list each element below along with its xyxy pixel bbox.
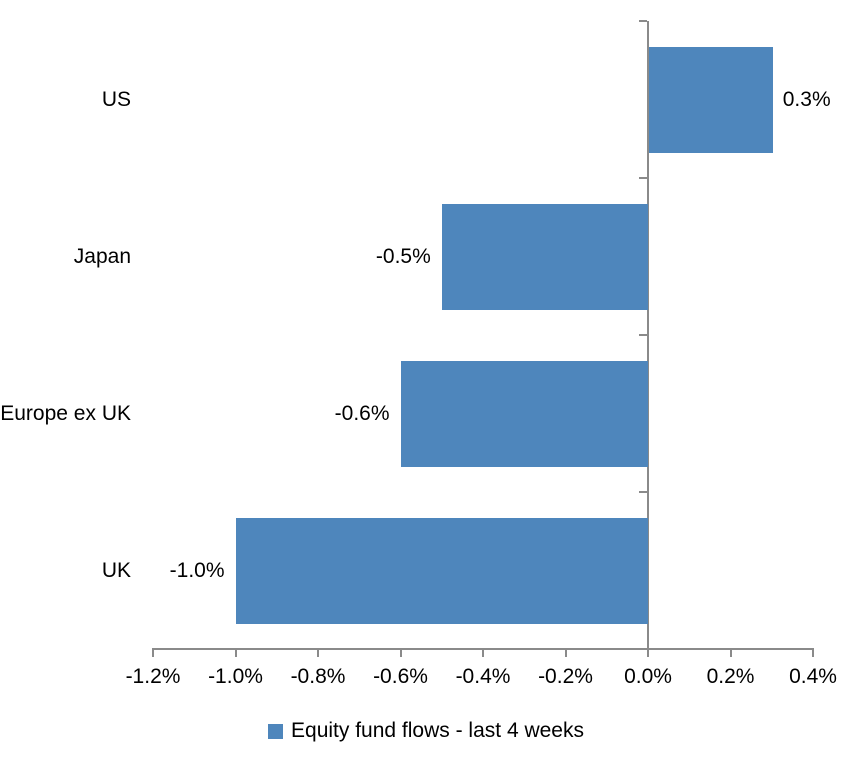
x-axis-tick [564,649,567,657]
bar [649,46,773,153]
x-axis-tick-label: -0.8% [290,665,346,688]
x-axis-tick [647,649,649,657]
legend-label: Equity fund flows - last 4 weeks [291,719,584,742]
x-axis-tick-label: 0.0% [624,665,672,688]
x-axis-tick-label: -0.4% [455,665,511,688]
category-label: Japan [73,244,131,268]
legend-swatch-icon [268,723,284,739]
x-axis-tick [317,649,319,657]
zero-axis-line [647,21,649,657]
x-axis-tick-label: -1.0% [208,665,263,688]
category-label: US [101,87,131,111]
x-axis-tick-label: -0.6% [373,665,428,688]
category-axis-tick [639,334,647,336]
bar [441,203,648,310]
x-axis-tick [729,649,732,657]
bar-data-label: -1.0% [169,558,225,582]
category-label: Europe ex UK [0,401,131,425]
category-axis-tick [639,20,647,22]
bar [400,360,648,467]
bar-data-label: -0.5% [375,244,431,268]
bar [235,517,648,624]
x-axis-tick-label: -1.2% [125,665,181,688]
category-axis-tick [639,491,647,493]
x-axis-tick [399,649,402,657]
x-axis-tick-label: 0.2% [706,665,755,688]
x-axis-tick [234,649,237,657]
legend: Equity fund flows - last 4 weeks [0,719,852,743]
x-axis-tick [812,649,814,657]
x-axis-tick-label: 0.4% [789,665,837,688]
x-axis-tick-label: -0.2% [538,665,593,688]
x-axis-tick [152,649,154,657]
x-axis-tick [482,649,484,657]
category-label: UK [101,558,131,582]
bar-data-label: 0.3% [782,87,831,111]
category-axis-tick [639,177,647,179]
bar-data-label: -0.6% [334,401,390,425]
